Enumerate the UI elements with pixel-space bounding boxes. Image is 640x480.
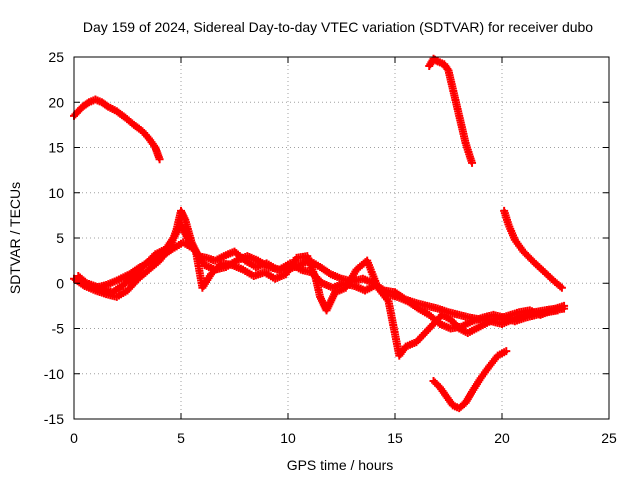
tick-layer: 0 5 10 15 20 25 25 20 15 10 5 0 -5 -10 -15 bbox=[44, 49, 617, 446]
series-arc-2 bbox=[425, 54, 477, 167]
y-tick-label: 0 bbox=[56, 275, 64, 291]
series-arc-6 bbox=[74, 220, 569, 360]
series-arc-3 bbox=[500, 206, 566, 292]
grid-layer bbox=[74, 57, 609, 419]
y-tick-label: -15 bbox=[44, 411, 64, 427]
y-tick-label: -10 bbox=[44, 366, 64, 382]
x-tick-label: 10 bbox=[280, 430, 296, 446]
x-tick-label: 25 bbox=[601, 430, 617, 446]
y-tick-label: -5 bbox=[52, 321, 65, 337]
data-point bbox=[557, 283, 566, 292]
y-tick-label: 15 bbox=[48, 140, 64, 156]
data-point bbox=[155, 155, 164, 164]
series-arc-7 bbox=[91, 238, 562, 333]
data-point bbox=[468, 158, 477, 167]
series-arc-4 bbox=[429, 347, 511, 413]
x-axis-label: GPS time / hours bbox=[287, 457, 394, 473]
data-point bbox=[502, 347, 511, 356]
y-tick-label: 5 bbox=[56, 230, 64, 246]
data-point bbox=[553, 306, 562, 315]
chart-title: Day 159 of 2024, Sidereal Day-to-day VTE… bbox=[83, 19, 593, 35]
series-arc-1 bbox=[70, 95, 164, 164]
data-point-interp bbox=[443, 64, 452, 73]
y-axis-label: SDTVAR / TECUs bbox=[7, 182, 23, 294]
x-tick-label: 0 bbox=[70, 430, 78, 446]
data-point bbox=[560, 304, 569, 313]
points-layer bbox=[70, 54, 569, 413]
y-tick-label: 20 bbox=[48, 94, 64, 110]
x-tick-label: 20 bbox=[494, 430, 510, 446]
y-tick-label: 25 bbox=[48, 49, 64, 65]
x-tick-label: 15 bbox=[387, 430, 403, 446]
x-tick-label: 5 bbox=[177, 430, 185, 446]
y-tick-label: 10 bbox=[48, 185, 64, 201]
